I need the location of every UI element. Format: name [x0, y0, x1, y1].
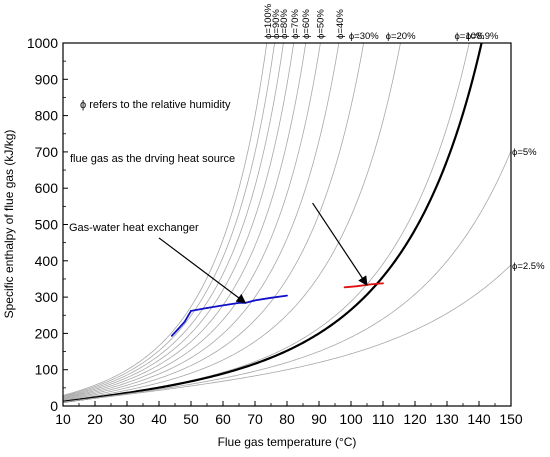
- curve-label-50: ϕ=50%: [316, 9, 327, 39]
- humidity-curve-2-5: [63, 264, 511, 403]
- curve-label-60: ϕ=60%: [301, 9, 312, 39]
- x-tick-label-140: 140: [467, 411, 491, 427]
- series-0-point-1: [177, 328, 180, 330]
- y-tick-label-700: 700: [35, 144, 59, 160]
- series-1-point-0: [343, 286, 346, 289]
- y-axis-title: Specific enthalpy of flue gas (kJ/kg): [2, 130, 16, 319]
- curve-label-5: ϕ=5%: [512, 147, 537, 158]
- curve-label-8-9: ϕ=8.9%: [466, 31, 499, 42]
- curve-label-20: ϕ=20%: [386, 31, 416, 42]
- annotation-heat-source: flue gas as the drving heat source: [70, 153, 235, 165]
- annotation-humidity-note: ϕ refers to the relative humidity: [80, 99, 231, 111]
- x-tick-label-120: 120: [403, 411, 427, 427]
- series-0-point-2: [183, 320, 186, 323]
- x-tick-label-130: 130: [435, 411, 459, 427]
- series-1-point-1: [356, 285, 359, 288]
- x-tick-label-10: 10: [55, 411, 71, 427]
- x-tick-label-60: 60: [215, 411, 231, 427]
- y-tick-label-500: 500: [35, 217, 59, 233]
- y-tick-label-400: 400: [35, 253, 59, 269]
- humidity-curve-40: [63, 43, 340, 400]
- x-tick-label-110: 110: [372, 411, 395, 427]
- curve-label-2-5: ϕ=2.5%: [512, 261, 545, 272]
- series-0-point-9: [270, 296, 272, 299]
- series-0-point-4: [206, 307, 208, 309]
- x-tick-label-50: 50: [183, 411, 199, 427]
- humidity-curve-5: [63, 150, 511, 403]
- x-tick-label-30: 30: [119, 411, 135, 427]
- series-0-point-3: [190, 310, 192, 312]
- x-axis-title: Flue gas temperature (°C): [218, 435, 357, 449]
- series-1-point-3: [382, 282, 384, 285]
- x-tick-label-20: 20: [87, 411, 103, 427]
- x-tick-label-100: 100: [339, 411, 363, 427]
- humidity-curve-50: [63, 43, 321, 400]
- arrow-gas-water: [158, 237, 247, 304]
- series-0-point-10: [286, 294, 288, 297]
- y-tick-label-1000: 1000: [27, 35, 58, 51]
- curve-label-70: ϕ=70%: [290, 9, 301, 39]
- series-0-point-8: [254, 299, 256, 302]
- series-1-point-2: [369, 283, 372, 286]
- y-tick-label-800: 800: [35, 108, 59, 124]
- y-tick-label-100: 100: [35, 362, 59, 378]
- series-0-point-0: [170, 335, 173, 337]
- x-tick-label-70: 70: [247, 411, 263, 427]
- humidity-curve-100: [63, 43, 268, 396]
- series-line-0: [171, 294, 288, 337]
- y-tick-label-0: 0: [50, 398, 58, 414]
- curve-label-90: ϕ=90%: [271, 9, 282, 39]
- y-tick-label-900: 900: [35, 71, 59, 87]
- x-tick-label-150: 150: [499, 411, 523, 427]
- curves-layer: [63, 43, 511, 403]
- annotation-gas-water: Gas-water heat exchanger: [69, 222, 199, 234]
- arrow-heat-source: [312, 202, 368, 286]
- y-tick-label-200: 200: [35, 325, 59, 341]
- x-tick-label-40: 40: [151, 411, 167, 427]
- series-line-1: [344, 282, 384, 289]
- humidity-curve-70: [63, 43, 295, 398]
- curve-label-40: ϕ=40%: [335, 9, 346, 39]
- series-layer: [170, 282, 384, 337]
- x-tick-label-80: 80: [279, 411, 295, 427]
- humidity-curve-60: [63, 43, 307, 399]
- curve-label-100: ϕ=100%: [263, 3, 274, 39]
- curve-label-80: ϕ=80%: [279, 9, 290, 39]
- curve-label-30: ϕ=30%: [349, 31, 379, 42]
- series-0-point-6: [238, 302, 240, 304]
- humidity-curve-80: [63, 43, 284, 398]
- axes-layer: 10 20 30 40 50 60 70 80 90 100 110 120 130 140 150 0 100…: [27, 35, 523, 427]
- labels-layer: ϕ=100%ϕ=90%ϕ=80% ϕ=70% ϕ=60% ϕ=50% ϕ=40% ϕ=30…: [69, 3, 545, 304]
- series-0-point-5: [222, 304, 224, 307]
- humidity-curve-20: [63, 43, 401, 402]
- humidity-curve-8-9: [63, 43, 483, 403]
- x-tick-label-90: 90: [311, 411, 327, 427]
- humidity-curve-90: [63, 43, 275, 397]
- y-tick-label-300: 300: [35, 289, 59, 305]
- y-tick-label-600: 600: [35, 180, 59, 196]
- curve-label-10: ϕ=10%: [454, 31, 484, 42]
- humidity-curve-30: [63, 43, 365, 401]
